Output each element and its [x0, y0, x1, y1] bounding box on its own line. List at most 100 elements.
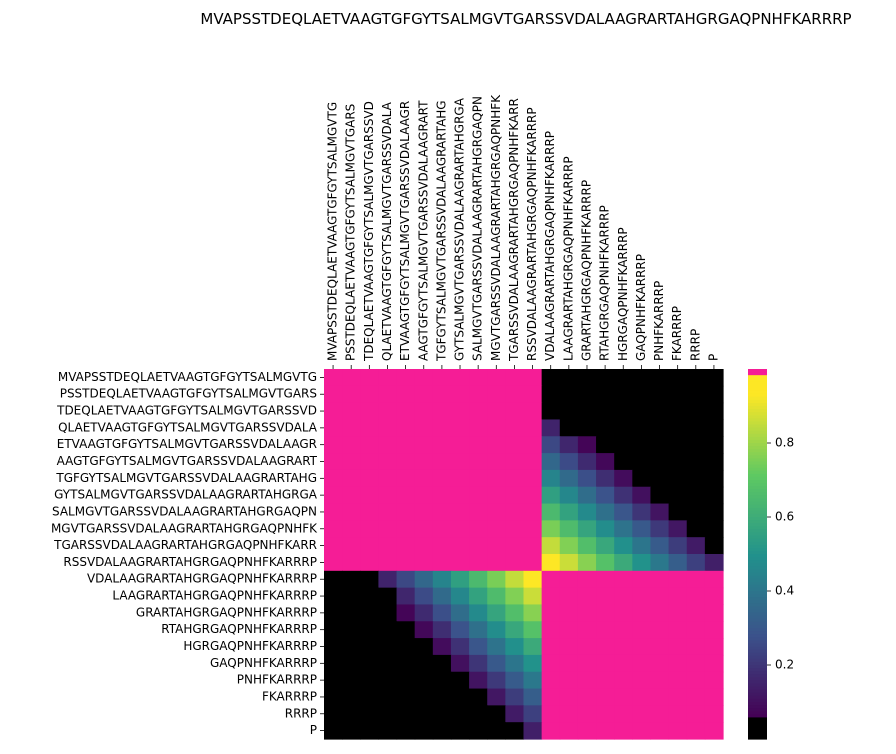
heatmap-cell — [414, 570, 434, 589]
heatmap-cell — [432, 654, 452, 673]
heatmap-cell — [487, 419, 506, 437]
heatmap-cell — [342, 453, 361, 471]
colorbar-segment — [748, 458, 767, 463]
heatmap-cell — [505, 453, 525, 471]
heatmap-cell — [360, 654, 380, 673]
heatmap-cell — [577, 402, 597, 421]
colorbar-segment — [748, 406, 767, 410]
heatmap-cell — [686, 419, 706, 437]
heatmap-cell — [650, 587, 670, 606]
heatmap-cell — [559, 419, 579, 437]
heatmap-cell — [432, 671, 452, 690]
heatmap-cell — [378, 654, 398, 673]
y-tick-label: TGARSSVDALAAGRARTAHGRGAQPNHFKARR — [53, 538, 317, 552]
x-tick-labels: MVAPSSTDEQLAETVAAGTGFGYTSALMGVTG PSSTDEQL… — [326, 94, 720, 369]
colorbar-tick-label: 0.8 — [775, 436, 794, 450]
colorbar-segment — [748, 646, 767, 651]
colorbar-segment — [748, 510, 767, 515]
colorbar-segment — [748, 399, 767, 404]
heatmap-cell — [614, 654, 633, 673]
heatmap-cell — [505, 520, 525, 538]
heatmap-cell — [487, 503, 506, 521]
colorbar-segment — [748, 661, 767, 666]
heatmap-cell — [378, 554, 398, 572]
heatmap-cell — [614, 688, 633, 706]
heatmap-cell — [378, 402, 398, 421]
colorbar-tick-label: 0.2 — [775, 658, 794, 672]
heatmap-cell — [450, 621, 470, 639]
heatmap-cell — [541, 654, 561, 673]
heatmap-cell — [523, 654, 543, 673]
heatmap-cell — [523, 671, 543, 690]
heatmap-cell — [360, 688, 380, 706]
heatmap-cell — [414, 486, 434, 505]
heatmap-cell — [704, 587, 724, 606]
heatmap-cell — [487, 688, 506, 706]
x-tick-label: GYTSALMGVTGARSSVDALAAGRARTAHGRGA — [453, 97, 467, 361]
y-tick-label: RRRP — [285, 706, 317, 720]
heatmap-cell — [505, 621, 525, 639]
heatmap-cell — [704, 469, 724, 488]
colorbar-segment — [748, 452, 767, 456]
heatmap-cell — [650, 369, 670, 387]
heatmap-cell — [469, 671, 488, 690]
heatmap-cell — [505, 554, 525, 572]
heatmap-cell — [632, 369, 652, 387]
heatmap-cell — [541, 469, 561, 488]
colorbar-segment — [748, 575, 767, 580]
heatmap-cell — [342, 554, 361, 572]
heatmap-cell — [596, 503, 615, 521]
heatmap-cell — [450, 722, 470, 740]
colorbar-segment — [748, 726, 767, 731]
y-tick-label: VDALAAGRARTAHGRGAQPNHFKARRRP — [87, 572, 317, 586]
heatmap-cell — [596, 722, 615, 740]
heatmap-cell — [396, 385, 416, 404]
heatmap-cell — [432, 419, 452, 437]
heatmap-cell — [324, 621, 343, 639]
heatmap-cell — [342, 520, 361, 538]
colorbar-tick-label: 0.6 — [775, 510, 794, 524]
heatmap-cell — [324, 402, 343, 421]
heatmap-cell — [414, 554, 434, 572]
colorbar-segment — [748, 649, 767, 654]
heatmap-cell — [704, 688, 724, 706]
heatmap-cell — [559, 486, 579, 505]
colorbar-segment — [748, 415, 767, 419]
y-tick-label: FKARRRP — [262, 689, 317, 703]
heatmap-cell — [450, 537, 470, 555]
colorbar-segment — [748, 683, 767, 688]
heatmap-cell — [541, 436, 561, 454]
colorbar-segment — [748, 538, 767, 543]
heatmap-cell — [596, 688, 615, 706]
heatmap-cell — [704, 604, 724, 622]
heatmap-cell — [523, 554, 543, 572]
heatmap-cell — [505, 604, 525, 622]
heatmap-cell — [414, 402, 434, 421]
heatmap-cell — [668, 587, 688, 606]
heatmap-cell — [596, 385, 615, 404]
heatmap-cell — [414, 385, 434, 404]
heatmap-cell — [342, 722, 361, 740]
heatmap-cell — [577, 520, 597, 538]
heatmap-cell — [324, 604, 343, 622]
heatmap-cell — [487, 486, 506, 505]
heatmap-cell — [360, 520, 380, 538]
colorbar-segment — [748, 628, 767, 632]
heatmap-cell — [505, 402, 525, 421]
heatmap-cell — [324, 436, 343, 454]
heatmap-cell — [704, 621, 724, 639]
heatmap-cell — [450, 419, 470, 437]
heatmap-cell — [523, 688, 543, 706]
heatmap-cell — [469, 621, 488, 639]
heatmap-cell — [414, 436, 434, 454]
heatmap-cell — [523, 385, 543, 404]
heatmap-cell — [523, 436, 543, 454]
heatmap-cell — [469, 369, 488, 387]
heatmap-cell — [668, 570, 688, 589]
heatmap-cell — [596, 671, 615, 690]
x-tick-label: RTAHGRGAQPNHFKARRRP — [598, 205, 612, 361]
heatmap-cell — [577, 554, 597, 572]
heatmap-cell — [614, 385, 633, 404]
x-tick-label: TGFGYTSALMGVTGARSSVDALAAGRARTAHG — [434, 100, 448, 362]
heatmap-cell — [686, 587, 706, 606]
